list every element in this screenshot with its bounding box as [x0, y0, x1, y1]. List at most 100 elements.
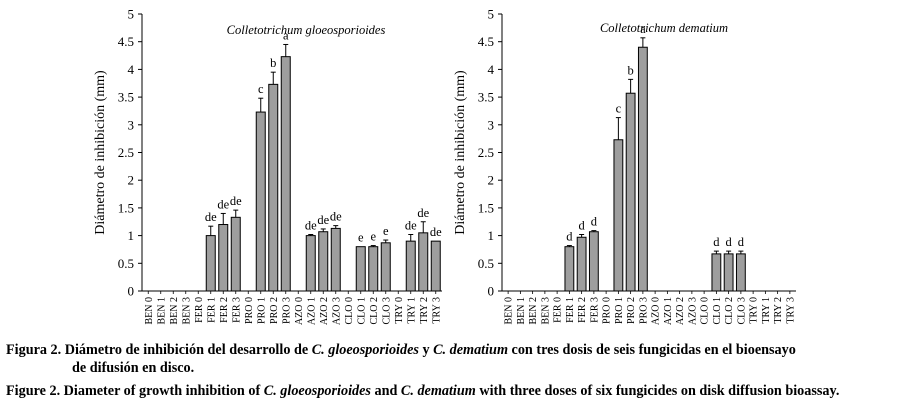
- significance-letter: d: [726, 235, 733, 249]
- y-axis-title: Diámetro de inhibición (mm): [93, 70, 108, 235]
- y-tick-label: 1.5: [478, 200, 494, 215]
- bar: [418, 232, 429, 292]
- chart-title: Colletotrichum gloeosporioides: [227, 23, 386, 37]
- significance-letter: de: [330, 210, 342, 224]
- x-tick-label: TRY 2: [419, 297, 430, 324]
- x-tick-label: TRY 3: [785, 297, 796, 324]
- bar: [380, 242, 391, 292]
- y-tick-label: 2: [488, 173, 495, 188]
- chart-dematium: 0 0.5 1 1.5 2 2.5 3 3.5 4 4.5 5 Diámetro de inhibic…: [453, 7, 796, 326]
- caption-en-prefix: Figure 2. Diameter of growth inhibition …: [6, 383, 264, 399]
- x-tick-label: AZO 1: [306, 297, 317, 325]
- y-tick-label: 4.5: [478, 34, 494, 49]
- significance-letter: b: [628, 63, 634, 77]
- significance-letter: d: [713, 235, 720, 249]
- x-tick-label: PRO 0: [244, 297, 255, 324]
- significance-letter: de: [205, 210, 217, 224]
- y-tick-label: 3: [128, 117, 135, 132]
- significance-letter: d: [579, 218, 586, 232]
- x-tick-label: BEN 1: [516, 297, 527, 325]
- bar: [280, 56, 291, 292]
- bar: [355, 246, 366, 292]
- y-tick-label: 1: [128, 228, 135, 243]
- significance-letter: d: [591, 215, 598, 229]
- bar: [637, 46, 648, 292]
- x-tick-label: AZO 1: [663, 297, 674, 325]
- caption-en-mid: and: [370, 383, 401, 399]
- significance-letter: de: [305, 218, 317, 232]
- bar: [405, 240, 416, 292]
- caption-es-prefix: Figura 2. Diámetro de inhibición del des…: [6, 342, 312, 358]
- y-tick-label: 2: [128, 173, 135, 188]
- y-tick-label: 0.5: [478, 256, 494, 271]
- significance-letter: e: [358, 231, 364, 245]
- y-tick-label: 3.5: [118, 90, 134, 105]
- x-tick-label: CLO 0: [700, 297, 711, 325]
- bar: [318, 231, 329, 292]
- x-tick-label: BEN 0: [144, 297, 155, 325]
- bar: [576, 236, 587, 292]
- y-tick-label: 4: [488, 62, 495, 77]
- x-tick-label: CLO 1: [356, 297, 367, 325]
- y-tick-label: 4: [128, 62, 135, 77]
- x-tick-label: PRO 3: [638, 297, 649, 324]
- chart-title: Colletotrichum dematium: [600, 21, 728, 35]
- x-tick-label: FER 1: [206, 297, 217, 323]
- x-tick-label: CLO 0: [344, 297, 355, 325]
- bar: [625, 92, 636, 292]
- x-tick-label: BEN 2: [528, 297, 539, 325]
- x-tick-label: CLO 1: [712, 297, 723, 325]
- x-tick-label: CLO 2: [724, 297, 735, 325]
- bar: [205, 235, 216, 292]
- x-tick-label: TRY 3: [431, 297, 442, 324]
- x-tick-label: PRO 2: [269, 297, 280, 324]
- x-tick-label: FER 0: [194, 297, 205, 323]
- y-tick-label: 5: [128, 7, 135, 22]
- y-axis-title: Diámetro de inhibición (mm): [453, 70, 468, 235]
- y-tick-label: 0: [128, 284, 135, 299]
- y-tick-label: 2.5: [118, 145, 134, 160]
- significance-letter: c: [258, 82, 264, 96]
- y-tick-label: 0: [488, 284, 495, 299]
- x-tick-label: AZO 2: [675, 297, 686, 325]
- significance-letter: d: [566, 230, 573, 244]
- caption-es-species-2: C. dematium: [433, 342, 508, 358]
- bar: [430, 240, 441, 292]
- significance-letter: d: [738, 235, 745, 249]
- x-tick-label: BEN 2: [169, 297, 180, 325]
- x-tick-label: FER 2: [577, 297, 588, 323]
- x-tick-label: TRY 1: [761, 297, 772, 324]
- caption-es-suffix: con tres dosis de seis fungicidas en el …: [507, 342, 796, 358]
- significance-letter: de: [430, 225, 442, 239]
- x-tick-label: AZO 0: [651, 297, 662, 325]
- x-tick-label: PRO 3: [281, 297, 292, 324]
- x-tick-label: TRY 1: [406, 297, 417, 324]
- x-tick-label: TRY 0: [394, 297, 405, 324]
- caption-en-suffix: with three doses of six fungicides on di…: [475, 383, 840, 399]
- significance-letter: b: [270, 56, 276, 70]
- chart-gloeosporioides: 0 0.5 1 1.5 2 2.5 3 3.5 4 4.5 5 Diámetro de inhibic…: [93, 7, 442, 326]
- x-tick-label: BEN 3: [540, 297, 551, 325]
- x-tick-label: PRO 0: [602, 297, 613, 324]
- significance-letter: c: [616, 102, 622, 116]
- bar: [218, 224, 229, 292]
- bar: [368, 246, 379, 292]
- significance-letter: de: [230, 194, 242, 208]
- bar: [564, 246, 575, 292]
- x-tick-label: FER 1: [565, 297, 576, 323]
- caption-es-mid: y: [418, 342, 434, 358]
- x-tick-label: AZO 2: [319, 297, 330, 325]
- caption-en-species-2: C. dematium: [400, 383, 476, 399]
- x-tick-label: AZO 3: [687, 297, 698, 325]
- y-tick-label: 0.5: [118, 256, 134, 271]
- x-tick-label: FER 3: [231, 297, 242, 323]
- x-tick-label: CLO 3: [381, 297, 392, 325]
- caption-es-line2: de difusión en disco.: [72, 360, 195, 376]
- bar: [613, 139, 624, 292]
- bar: [230, 216, 241, 292]
- caption-en-species-1: C. gloeosporioides: [263, 383, 371, 399]
- x-tick-label: FER 3: [589, 297, 600, 323]
- bar: [735, 253, 746, 292]
- caption-spanish-line-2: de difusión en disco.: [72, 359, 194, 377]
